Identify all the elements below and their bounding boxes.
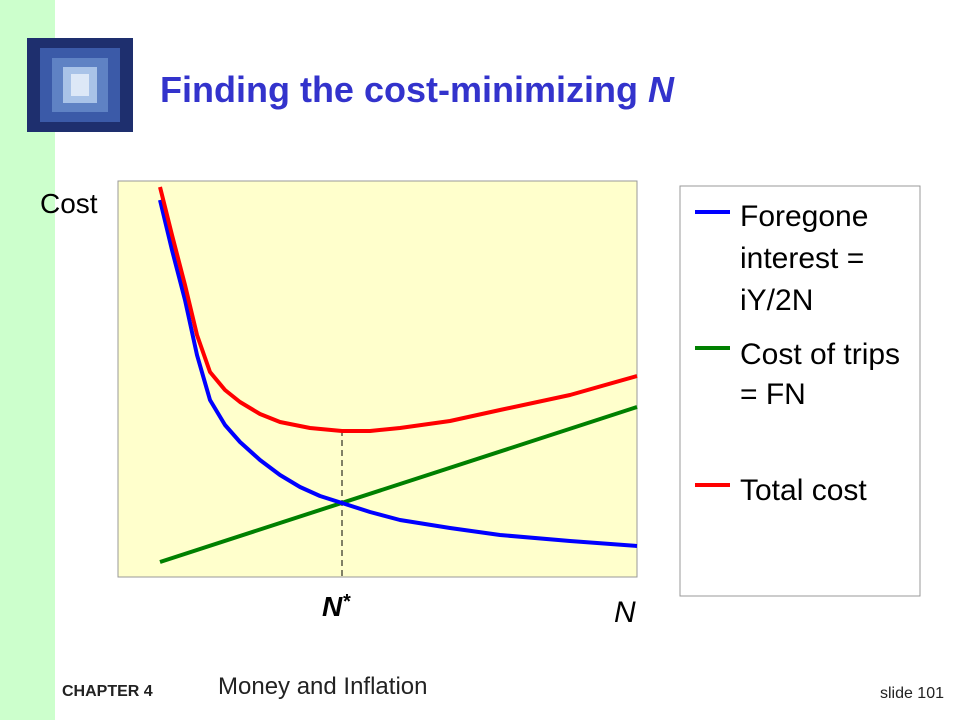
x-axis-label: N xyxy=(614,596,636,629)
slide-icon xyxy=(27,38,133,132)
total-cost-curve xyxy=(158,186,638,433)
legend-line: iY/2N xyxy=(740,284,813,317)
legend-line: Cost of trips xyxy=(740,338,900,371)
marker-label: N* xyxy=(322,591,351,622)
legend-line: Foregone xyxy=(740,200,868,233)
legend-line: Total cost xyxy=(740,474,867,507)
trip-cost-curve xyxy=(159,405,638,564)
y-axis-label: Cost xyxy=(40,188,98,219)
footer-slide-number: slide 101 xyxy=(880,685,944,702)
legend-text: Foregone interest = iY/2N Cost of trips … xyxy=(740,200,900,507)
plot-area xyxy=(117,180,638,578)
title-variable: N xyxy=(648,69,675,110)
title-text: Finding the cost-minimizing xyxy=(160,69,638,110)
interest-curve xyxy=(158,199,638,548)
legend-box xyxy=(679,185,921,597)
legend-line: interest = xyxy=(740,242,864,275)
footer-chapter: CHAPTER 4 xyxy=(62,683,153,700)
slide-title: Finding the cost-minimizing N xyxy=(160,69,675,110)
legend-line: = FN xyxy=(740,378,806,411)
footer-subject: Money and Inflation xyxy=(218,673,427,700)
marker-text: N xyxy=(322,591,343,622)
marker-superscript: * xyxy=(342,591,351,613)
